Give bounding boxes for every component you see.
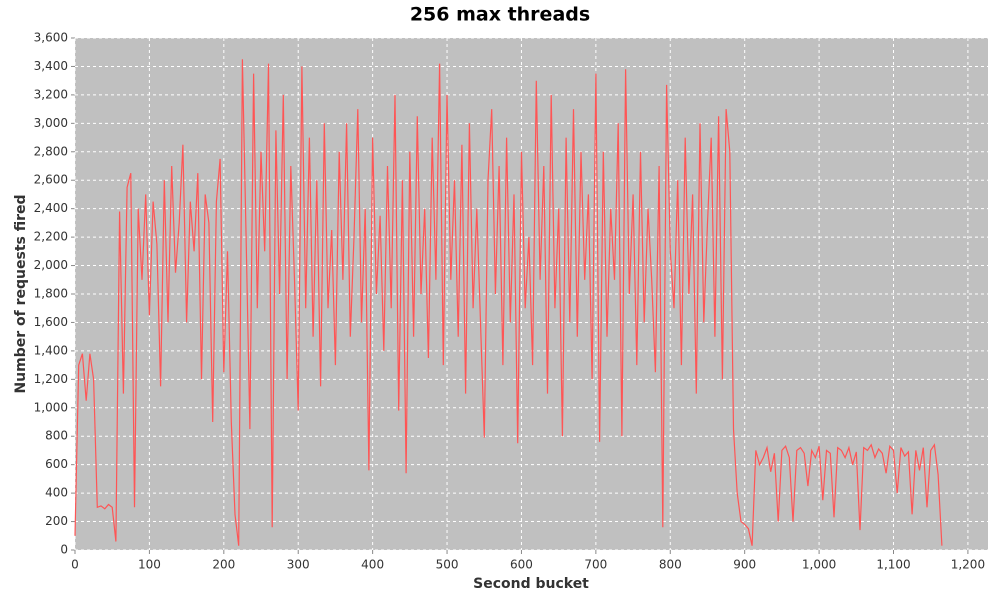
x-tick-label: 100 <box>138 558 161 572</box>
y-tick-label: 3,400 <box>34 59 68 73</box>
y-tick-label: 1,600 <box>34 315 68 329</box>
x-tick-label: 500 <box>436 558 459 572</box>
y-tick-label: 2,400 <box>34 201 68 215</box>
x-tick-label: 1,000 <box>802 558 836 572</box>
x-tick-label: 800 <box>659 558 682 572</box>
y-tick-label: 800 <box>45 429 68 443</box>
x-tick-label: 1,100 <box>876 558 910 572</box>
chart-title: 256 max threads <box>410 4 590 26</box>
x-axis-label: Second bucket <box>473 576 589 592</box>
x-tick-label: 900 <box>733 558 756 572</box>
x-tick-label: 300 <box>287 558 310 572</box>
x-tick-label: 1,200 <box>951 558 985 572</box>
y-tick-label: 0 <box>60 543 68 557</box>
y-tick-label: 200 <box>45 514 68 528</box>
x-tick-label: 400 <box>361 558 384 572</box>
y-tick-label: 3,600 <box>34 31 68 45</box>
x-tick-label: 200 <box>212 558 235 572</box>
x-tick-label: 0 <box>71 558 79 572</box>
y-tick-label: 600 <box>45 457 68 471</box>
y-tick-label: 1,000 <box>34 400 68 414</box>
y-tick-label: 2,600 <box>34 173 68 187</box>
y-tick-label: 2,000 <box>34 258 68 272</box>
x-tick-label: 700 <box>584 558 607 572</box>
y-tick-label: 3,000 <box>34 116 68 130</box>
y-tick-label: 1,800 <box>34 287 68 301</box>
y-axis-label: Number of requests fired <box>13 194 29 393</box>
y-tick-label: 2,800 <box>34 144 68 158</box>
x-tick-label: 600 <box>510 558 533 572</box>
y-tick-label: 2,200 <box>34 230 68 244</box>
data-line <box>74 59 943 546</box>
y-tick-label: 1,400 <box>34 343 68 357</box>
y-tick-label: 1,200 <box>34 372 68 386</box>
y-tick-label: 3,200 <box>34 87 68 101</box>
y-tick-label: 400 <box>45 486 68 500</box>
